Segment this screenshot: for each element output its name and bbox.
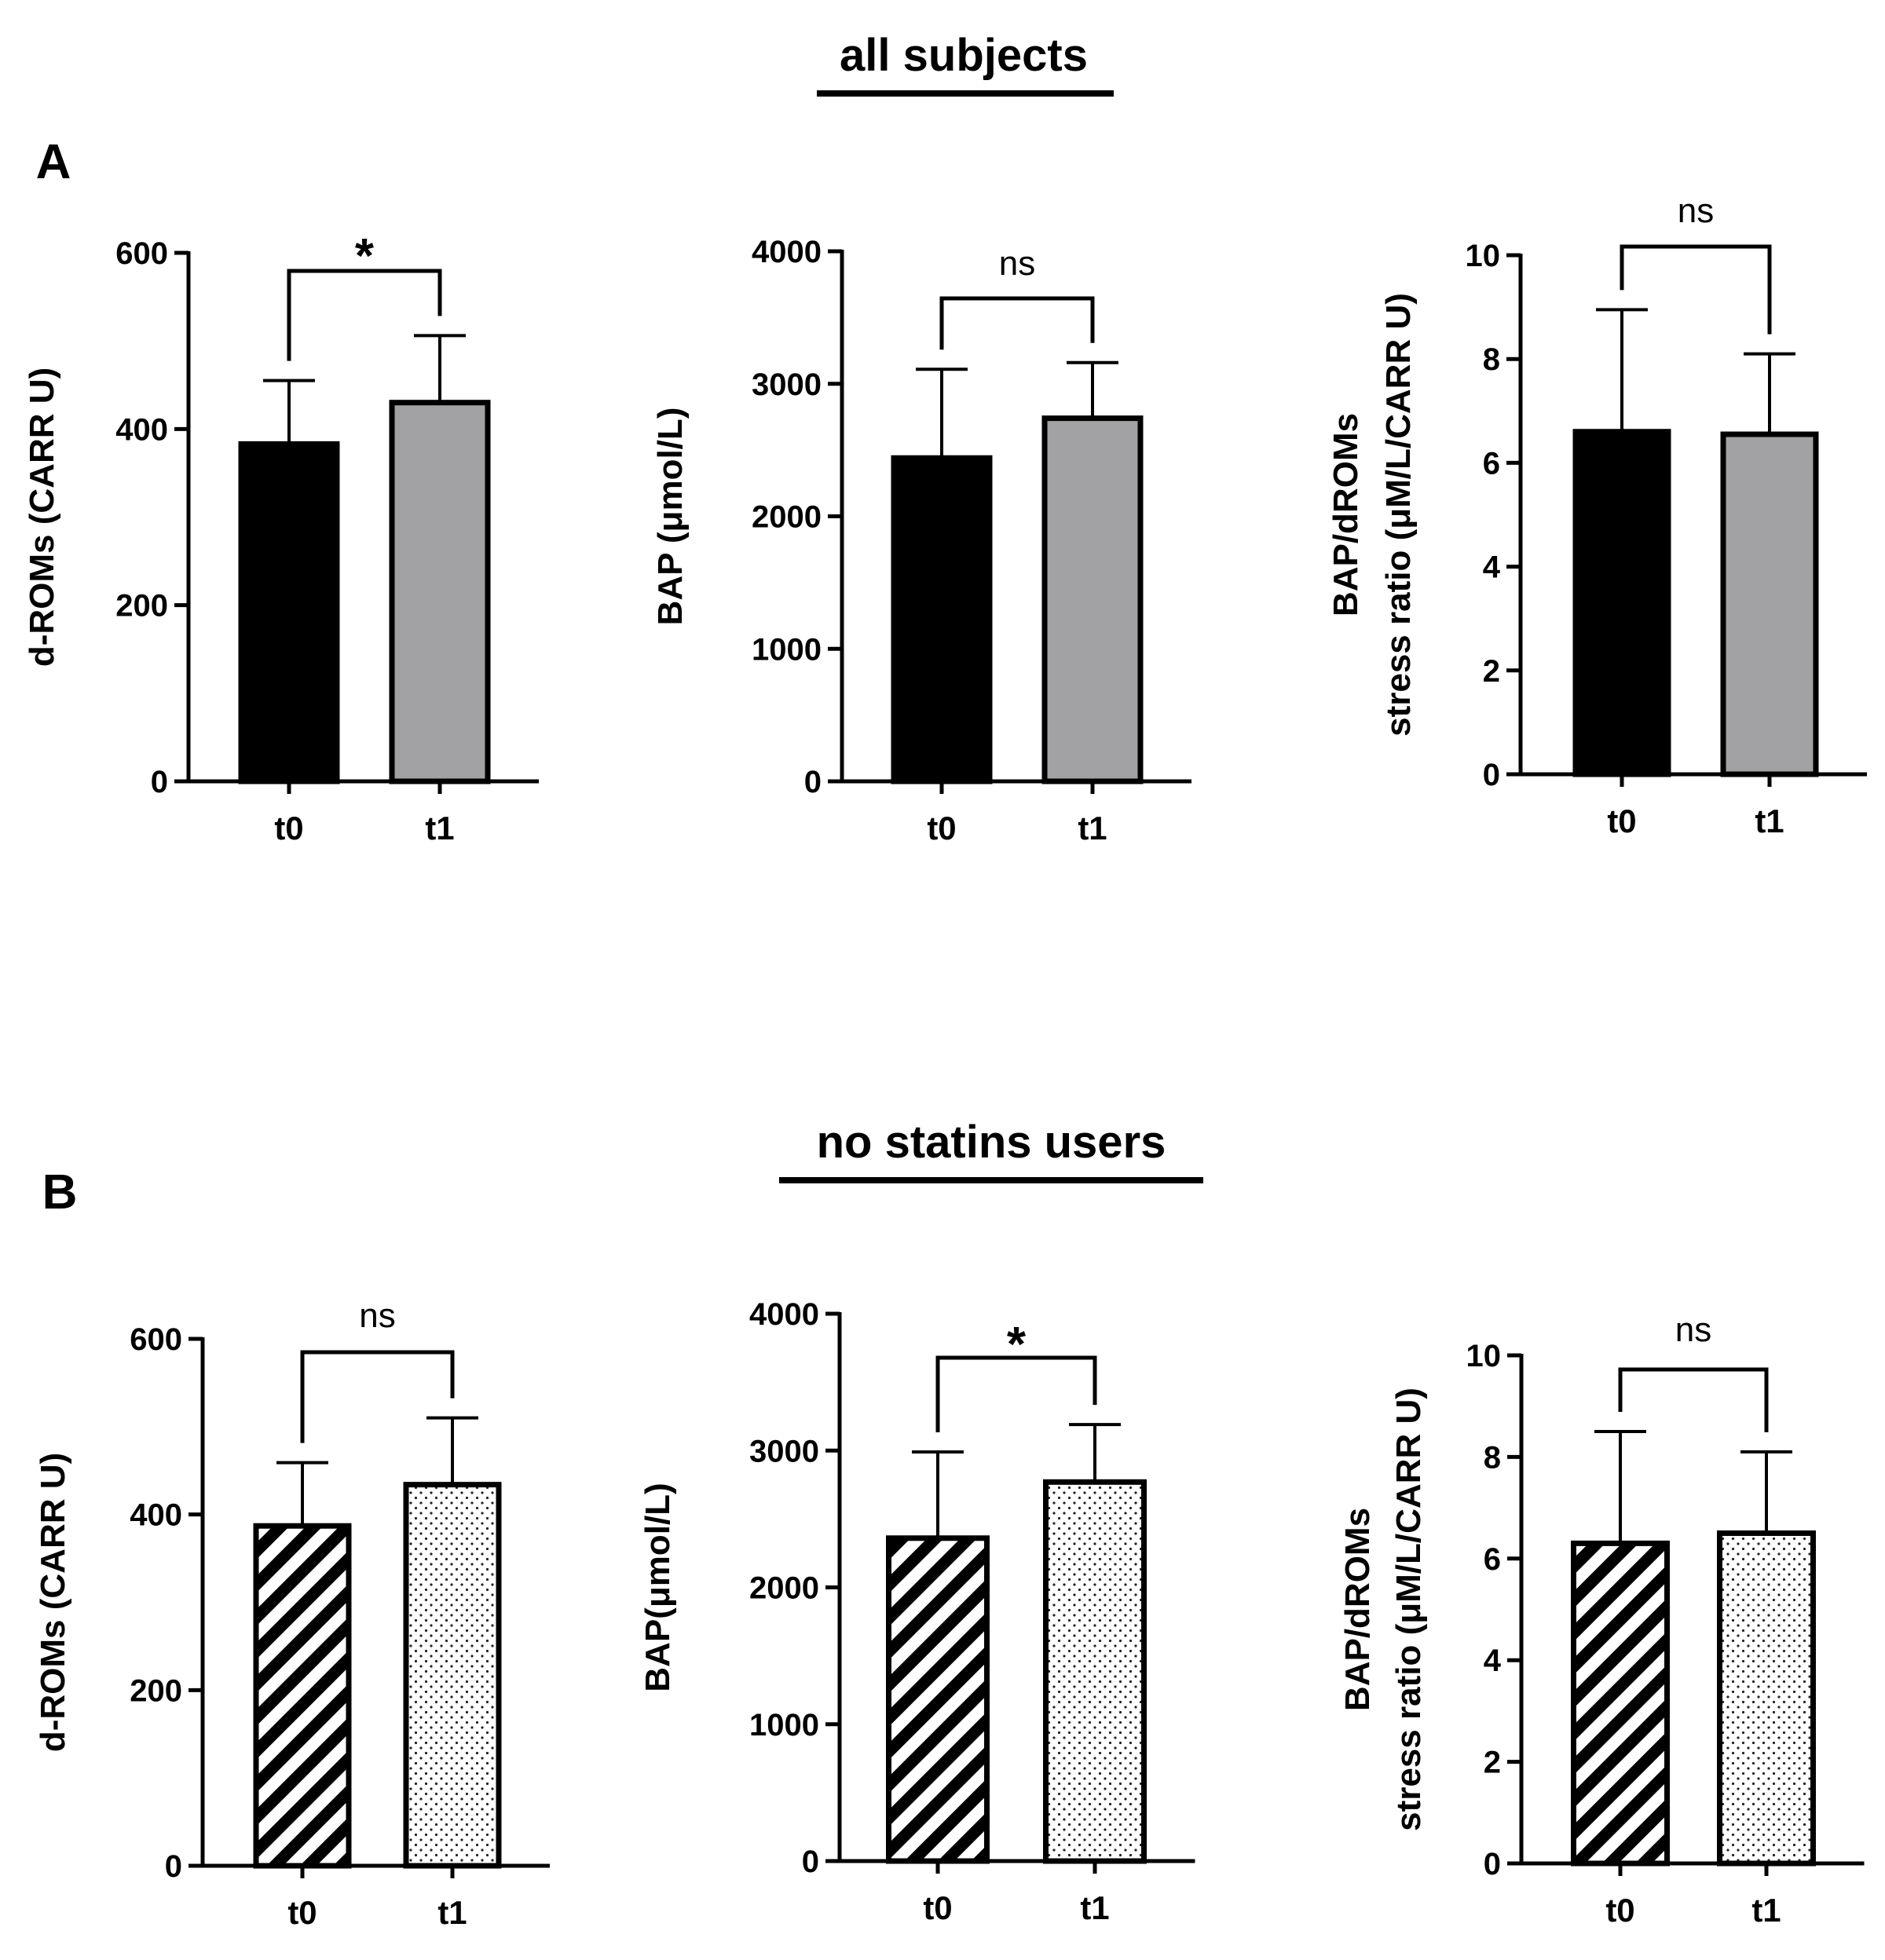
y-tick-label: 1000: [749, 1708, 819, 1742]
chart-panel-b-left: 0 200 400 600 t0 t1 ns d-ROMs (CARR U): [34, 1296, 550, 1931]
bar-t0: [253, 1523, 352, 1869]
significance-label: ns: [359, 1296, 395, 1335]
bar-t1: [1720, 431, 1819, 777]
significance-label: *: [1007, 1318, 1027, 1372]
x-tick-label-t0: t0: [927, 810, 956, 847]
y-tick-label: 2000: [752, 500, 822, 535]
y-tick-label: 400: [130, 1498, 182, 1533]
x-tick-label-t1: t1: [425, 810, 454, 847]
y-tick-label: 10: [1466, 239, 1501, 273]
bar-t0: [886, 1535, 990, 1864]
x-tick-label-t0: t0: [274, 810, 303, 847]
y-tick-label: 0: [1483, 758, 1500, 792]
x-tick-label-t0: t0: [923, 1889, 952, 1926]
bar-t0: [891, 455, 993, 784]
y-axis-label: d-ROMs (CARR U): [23, 368, 61, 667]
bar-t1: [1041, 415, 1144, 784]
bar-t0: [1572, 429, 1671, 777]
chart-panel-a-left: 0 200 400 600 t0 t1 * d-ROMs (CARR U): [23, 229, 539, 847]
y-tick-label: 0: [151, 765, 168, 799]
chart-panel-b-right: 0 2 4 6 8 10 t0 t1 ns BAP/dROMs stress ratio (μM/L…: [1338, 1311, 1865, 1929]
bar-t1: [1043, 1479, 1147, 1864]
section-b-title: no statins users: [817, 1117, 1166, 1168]
section-a-title: all subjects: [840, 30, 1088, 81]
y-tick-label: 0: [804, 765, 822, 799]
significance-label: ns: [1678, 192, 1714, 230]
y-axis-label-line-2: stress ratio (μM/L/CARR U): [1389, 1388, 1428, 1831]
y-axis-label: BAP(μmol/L): [639, 1483, 677, 1691]
bar-t1: [389, 400, 491, 784]
panel-b-letter: B: [42, 1165, 78, 1220]
chart-panel-b-center: 0 1000 2000 3000 4000 t0 t1 * BAP(μmol/L): [639, 1297, 1195, 1926]
y-tick-label: 8: [1483, 342, 1500, 377]
x-tick-label-t0: t0: [1605, 1892, 1634, 1929]
y-tick-label: 4: [1484, 1644, 1502, 1678]
y-tick-label: 4000: [749, 1297, 819, 1332]
significance-label: ns: [1675, 1311, 1711, 1349]
x-tick-label-t1: t1: [437, 1894, 467, 1931]
bar-t0: [238, 441, 340, 784]
y-axis-label-line-1: BAP/dROMs: [1327, 413, 1365, 616]
y-tick-label: 200: [130, 1673, 182, 1708]
x-tick-label-t1: t1: [1751, 1892, 1781, 1929]
y-tick-label: 600: [130, 1322, 182, 1357]
y-tick-label: 6: [1484, 1542, 1501, 1577]
y-tick-label: 4: [1483, 550, 1501, 585]
y-tick-label: 1000: [752, 632, 822, 667]
y-axis-label: d-ROMs (CARR U): [34, 1453, 72, 1752]
y-tick-label: 0: [165, 1849, 182, 1884]
y-tick-label: 8: [1484, 1440, 1501, 1475]
y-tick-label: 3000: [749, 1434, 819, 1468]
y-axis-label-line-1: BAP/dROMs: [1338, 1508, 1377, 1711]
significance-bracket: [935, 1355, 1097, 1432]
y-tick-label: 600: [115, 236, 168, 271]
significance-bracket: [300, 1350, 455, 1443]
significance-bracket: [1620, 244, 1772, 335]
significance-bracket: [287, 269, 442, 361]
significance-bracket: [939, 296, 1095, 350]
y-tick-label: 10: [1466, 1339, 1502, 1373]
x-tick-label-t0: t0: [1607, 803, 1636, 839]
y-tick-label: 0: [1484, 1847, 1501, 1881]
y-tick-label: 0: [802, 1845, 819, 1879]
y-tick-label: 2: [1483, 654, 1500, 689]
bar-t1: [403, 1482, 502, 1869]
y-axis-label: BAP (μmol/L): [651, 408, 690, 626]
significance-bracket: [1618, 1367, 1769, 1432]
bar-t0: [1571, 1540, 1670, 1867]
y-tick-label: 2000: [749, 1571, 819, 1606]
y-tick-label: 4000: [752, 235, 822, 269]
y-tick-label: 6: [1483, 446, 1500, 481]
chart-panel-a-right: 0 2 4 6 8 10 t0 t1 ns BAP/dROMs stress ratio (μM/L…: [1327, 192, 1867, 839]
bar-t1: [1717, 1530, 1816, 1867]
x-tick-label-t1: t1: [1078, 810, 1107, 847]
x-tick-label-t1: t1: [1755, 803, 1784, 839]
significance-label: *: [355, 229, 375, 283]
y-tick-label: 400: [115, 412, 168, 447]
y-tick-label: 200: [115, 589, 168, 623]
x-tick-label-t1: t1: [1080, 1889, 1109, 1926]
y-tick-label: 2: [1484, 1746, 1501, 1780]
y-tick-label: 3000: [752, 368, 822, 402]
panel-a-letter: A: [36, 135, 71, 189]
x-tick-label-t0: t0: [287, 1894, 317, 1931]
y-axis-label-line-2: stress ratio (μM/L/CARR U): [1379, 293, 1418, 737]
significance-label: ns: [999, 244, 1035, 283]
chart-panel-a-center: 0 1000 2000 3000 4000 t0 t1 ns BAP (μmol/L): [651, 235, 1191, 847]
